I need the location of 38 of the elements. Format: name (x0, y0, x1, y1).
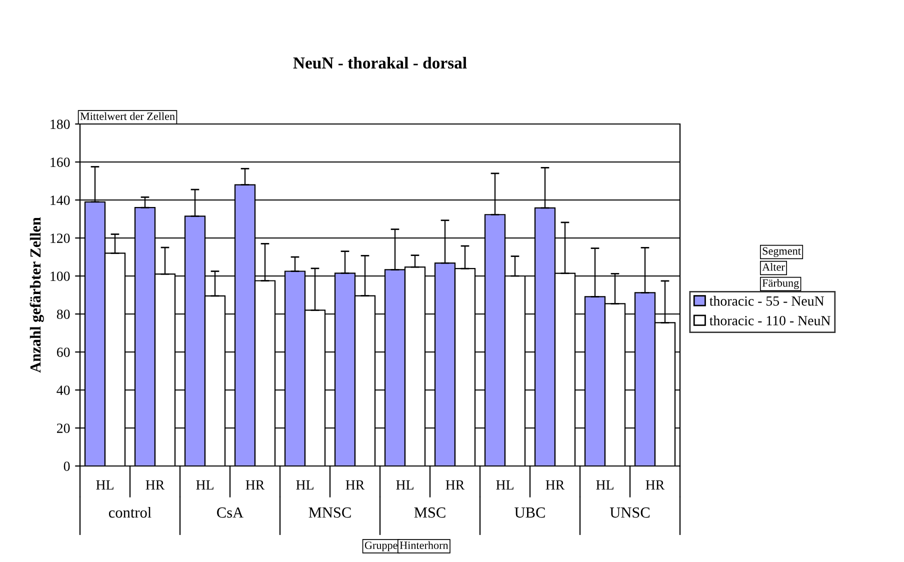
text: Färbung (762, 278, 799, 290)
legend-label: thoracic - 55 - NeuN (710, 296, 824, 306)
x-tick-label: HL (96, 480, 114, 490)
x-tick-label: HL (196, 480, 214, 490)
text: MSC (414, 507, 446, 518)
x-tick-label: HR (446, 480, 465, 490)
y-tick-label: 100 (50, 272, 70, 281)
text: Hinterhorn (400, 541, 448, 550)
y-tick-label: 120 (50, 234, 70, 243)
text: MNSC (308, 507, 351, 518)
y-tick-label: 40 (56, 386, 70, 395)
x-tick-label: HR (346, 480, 365, 490)
text: control (108, 506, 152, 518)
y-tick-label: 0 (64, 462, 70, 471)
text: Alter (762, 262, 785, 271)
text: CsA (217, 507, 244, 518)
x-tick-label: HL (396, 480, 414, 490)
y-tick-label: 80 (56, 310, 70, 319)
x-tick-label: HL (296, 480, 314, 490)
text: Segment (762, 247, 801, 258)
x-tick-label: HL (596, 480, 614, 490)
x-tick-label: HR (546, 480, 565, 490)
x-tick-label: HR (646, 480, 665, 490)
y-tick-label: 20 (57, 424, 70, 433)
text: Gruppe (364, 542, 398, 552)
y-axis-title: Anzahl gefärbter Zellen (30, 217, 44, 373)
legend-label: thoracic - 110 - NeuN (710, 316, 830, 326)
text: UBC (514, 507, 545, 518)
y-tick-label: 180 (50, 120, 70, 129)
y-tick-label: 160 (50, 158, 70, 167)
text: UNSC (610, 507, 650, 518)
x-tick-label: HR (246, 480, 265, 490)
chart-title: NeuN - thorakal - dorsal (293, 56, 467, 69)
y-tick-label: 140 (50, 196, 70, 205)
x-tick-label: HL (496, 480, 514, 490)
text: Mittelwert der Zellen (80, 112, 175, 120)
y-tick-label: 60 (56, 348, 70, 357)
x-tick-label: HR (146, 480, 165, 490)
